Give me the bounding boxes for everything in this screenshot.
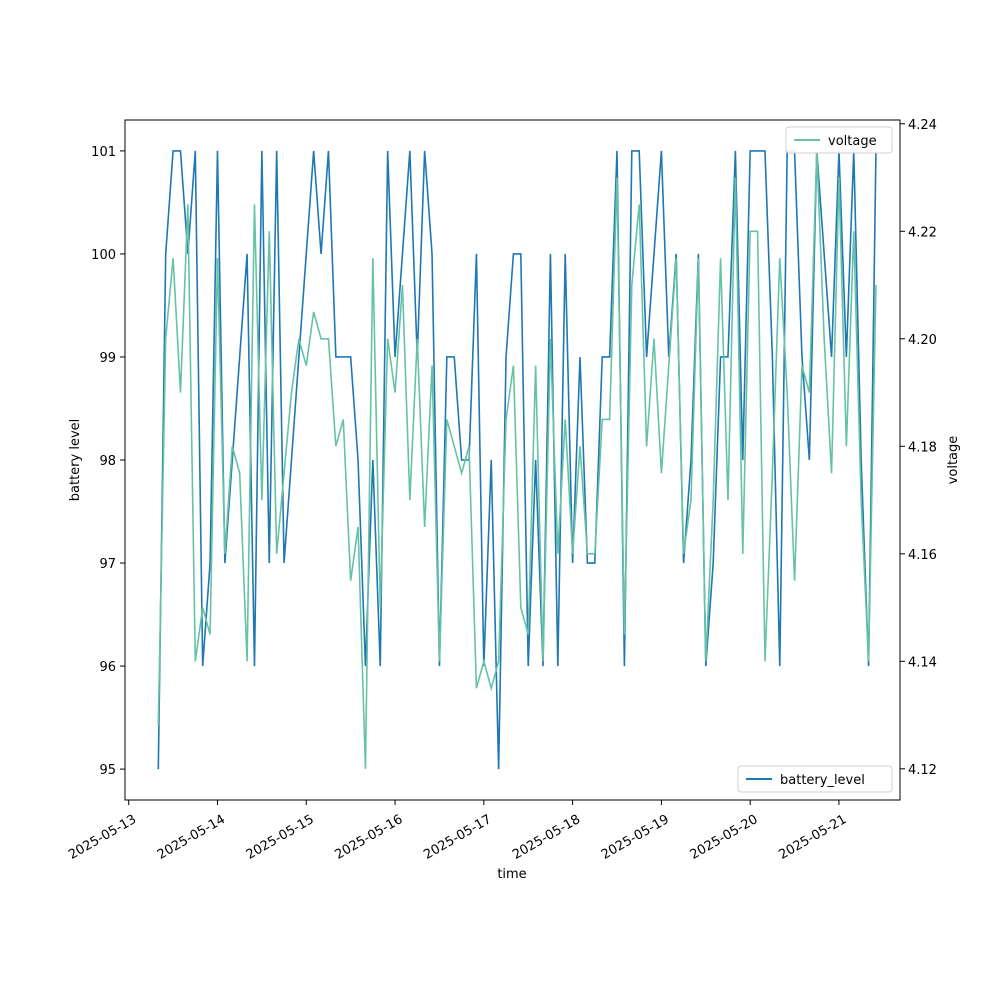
x-tick-label: 2025-05-19 [599, 812, 672, 863]
legend-label: battery_level [780, 773, 865, 788]
x-tick-label: 2025-05-13 [66, 812, 139, 863]
x-tick-label: 2025-05-20 [688, 812, 761, 863]
x-tick-label: 2025-05-21 [776, 812, 849, 863]
x-axis-label: time [497, 867, 526, 882]
series-line [157, 150, 877, 770]
y2-axis-label: voltage [946, 436, 961, 485]
x-tick-label: 2025-05-18 [510, 812, 583, 863]
y-tick-label: 99 [99, 351, 116, 366]
x-tick-label: 2025-05-15 [244, 812, 317, 863]
y-tick-label: 97 [99, 557, 116, 572]
x-tick-label: 2025-05-16 [333, 812, 406, 863]
y2-tick-label: 4.22 [908, 225, 937, 240]
y2-tick-label: 4.20 [908, 333, 937, 348]
y2-tick-label: 4.12 [908, 763, 937, 778]
y-tick-label: 96 [99, 660, 116, 675]
y2-tick-label: 4.16 [908, 548, 937, 563]
y-tick-label: 98 [99, 454, 116, 469]
legend-box [737, 765, 893, 793]
legend-box [785, 126, 893, 154]
x-tick-label: 2025-05-17 [421, 812, 494, 863]
series-line [157, 150, 877, 769]
y2-tick-label: 4.24 [908, 118, 937, 133]
y-tick-label: 95 [99, 763, 116, 778]
legend-label: voltage [828, 134, 877, 149]
plot-frame [124, 119, 901, 801]
y-tick-label: 101 [91, 145, 116, 160]
y2-tick-label: 4.18 [908, 440, 937, 455]
y2-tick-label: 4.14 [908, 655, 937, 670]
x-tick-label: 2025-05-14 [155, 812, 228, 863]
y-axis-label: battery level [68, 419, 83, 502]
y-tick-label: 100 [91, 248, 116, 263]
